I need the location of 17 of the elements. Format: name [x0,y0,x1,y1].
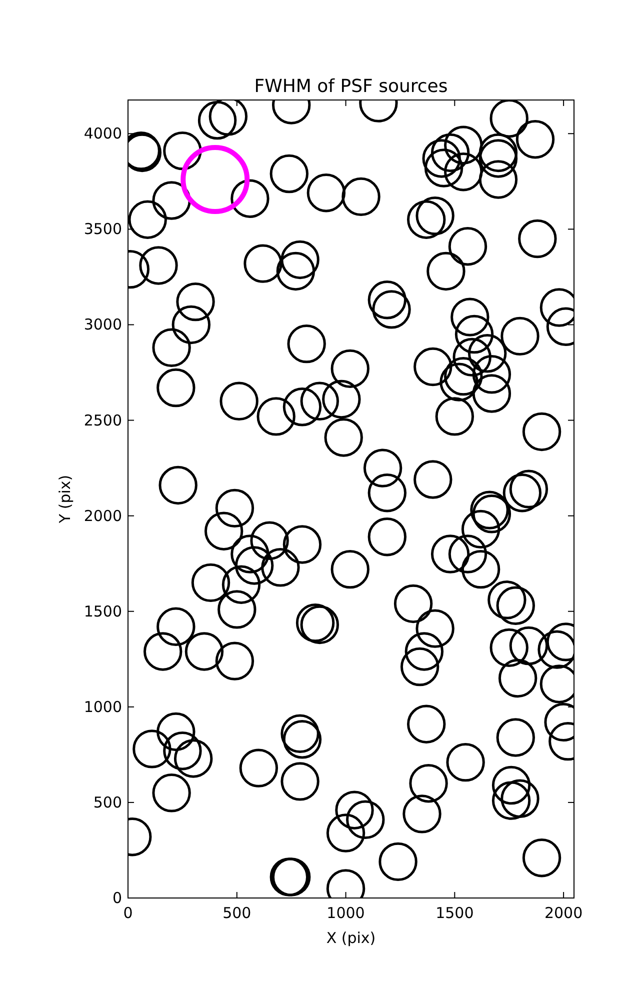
y-tick-label: 4000 [84,124,122,143]
y-axis-title: Y (pix) [56,474,74,524]
x-tick-label: 1500 [436,904,474,922]
x-axis-title: X (pix) [326,929,376,947]
x-tick-label: 0 [123,904,133,922]
y-tick-label: 1000 [84,698,122,716]
y-tick-label: 1500 [84,602,122,620]
y-tick-label: 2000 [84,506,122,525]
x-tick-label: 1000 [326,904,365,922]
x-tick-label: 500 [222,904,252,922]
y-tick-label: 3500 [84,220,122,238]
y-tick-label: 2500 [84,411,122,430]
y-tick-label: 0 [112,889,122,907]
chart-title: FWHM of PSF sources [254,76,448,97]
y-tick-label: 500 [93,793,122,812]
x-tick-label: 2000 [544,904,583,922]
y-tick-label: 3000 [84,316,122,334]
